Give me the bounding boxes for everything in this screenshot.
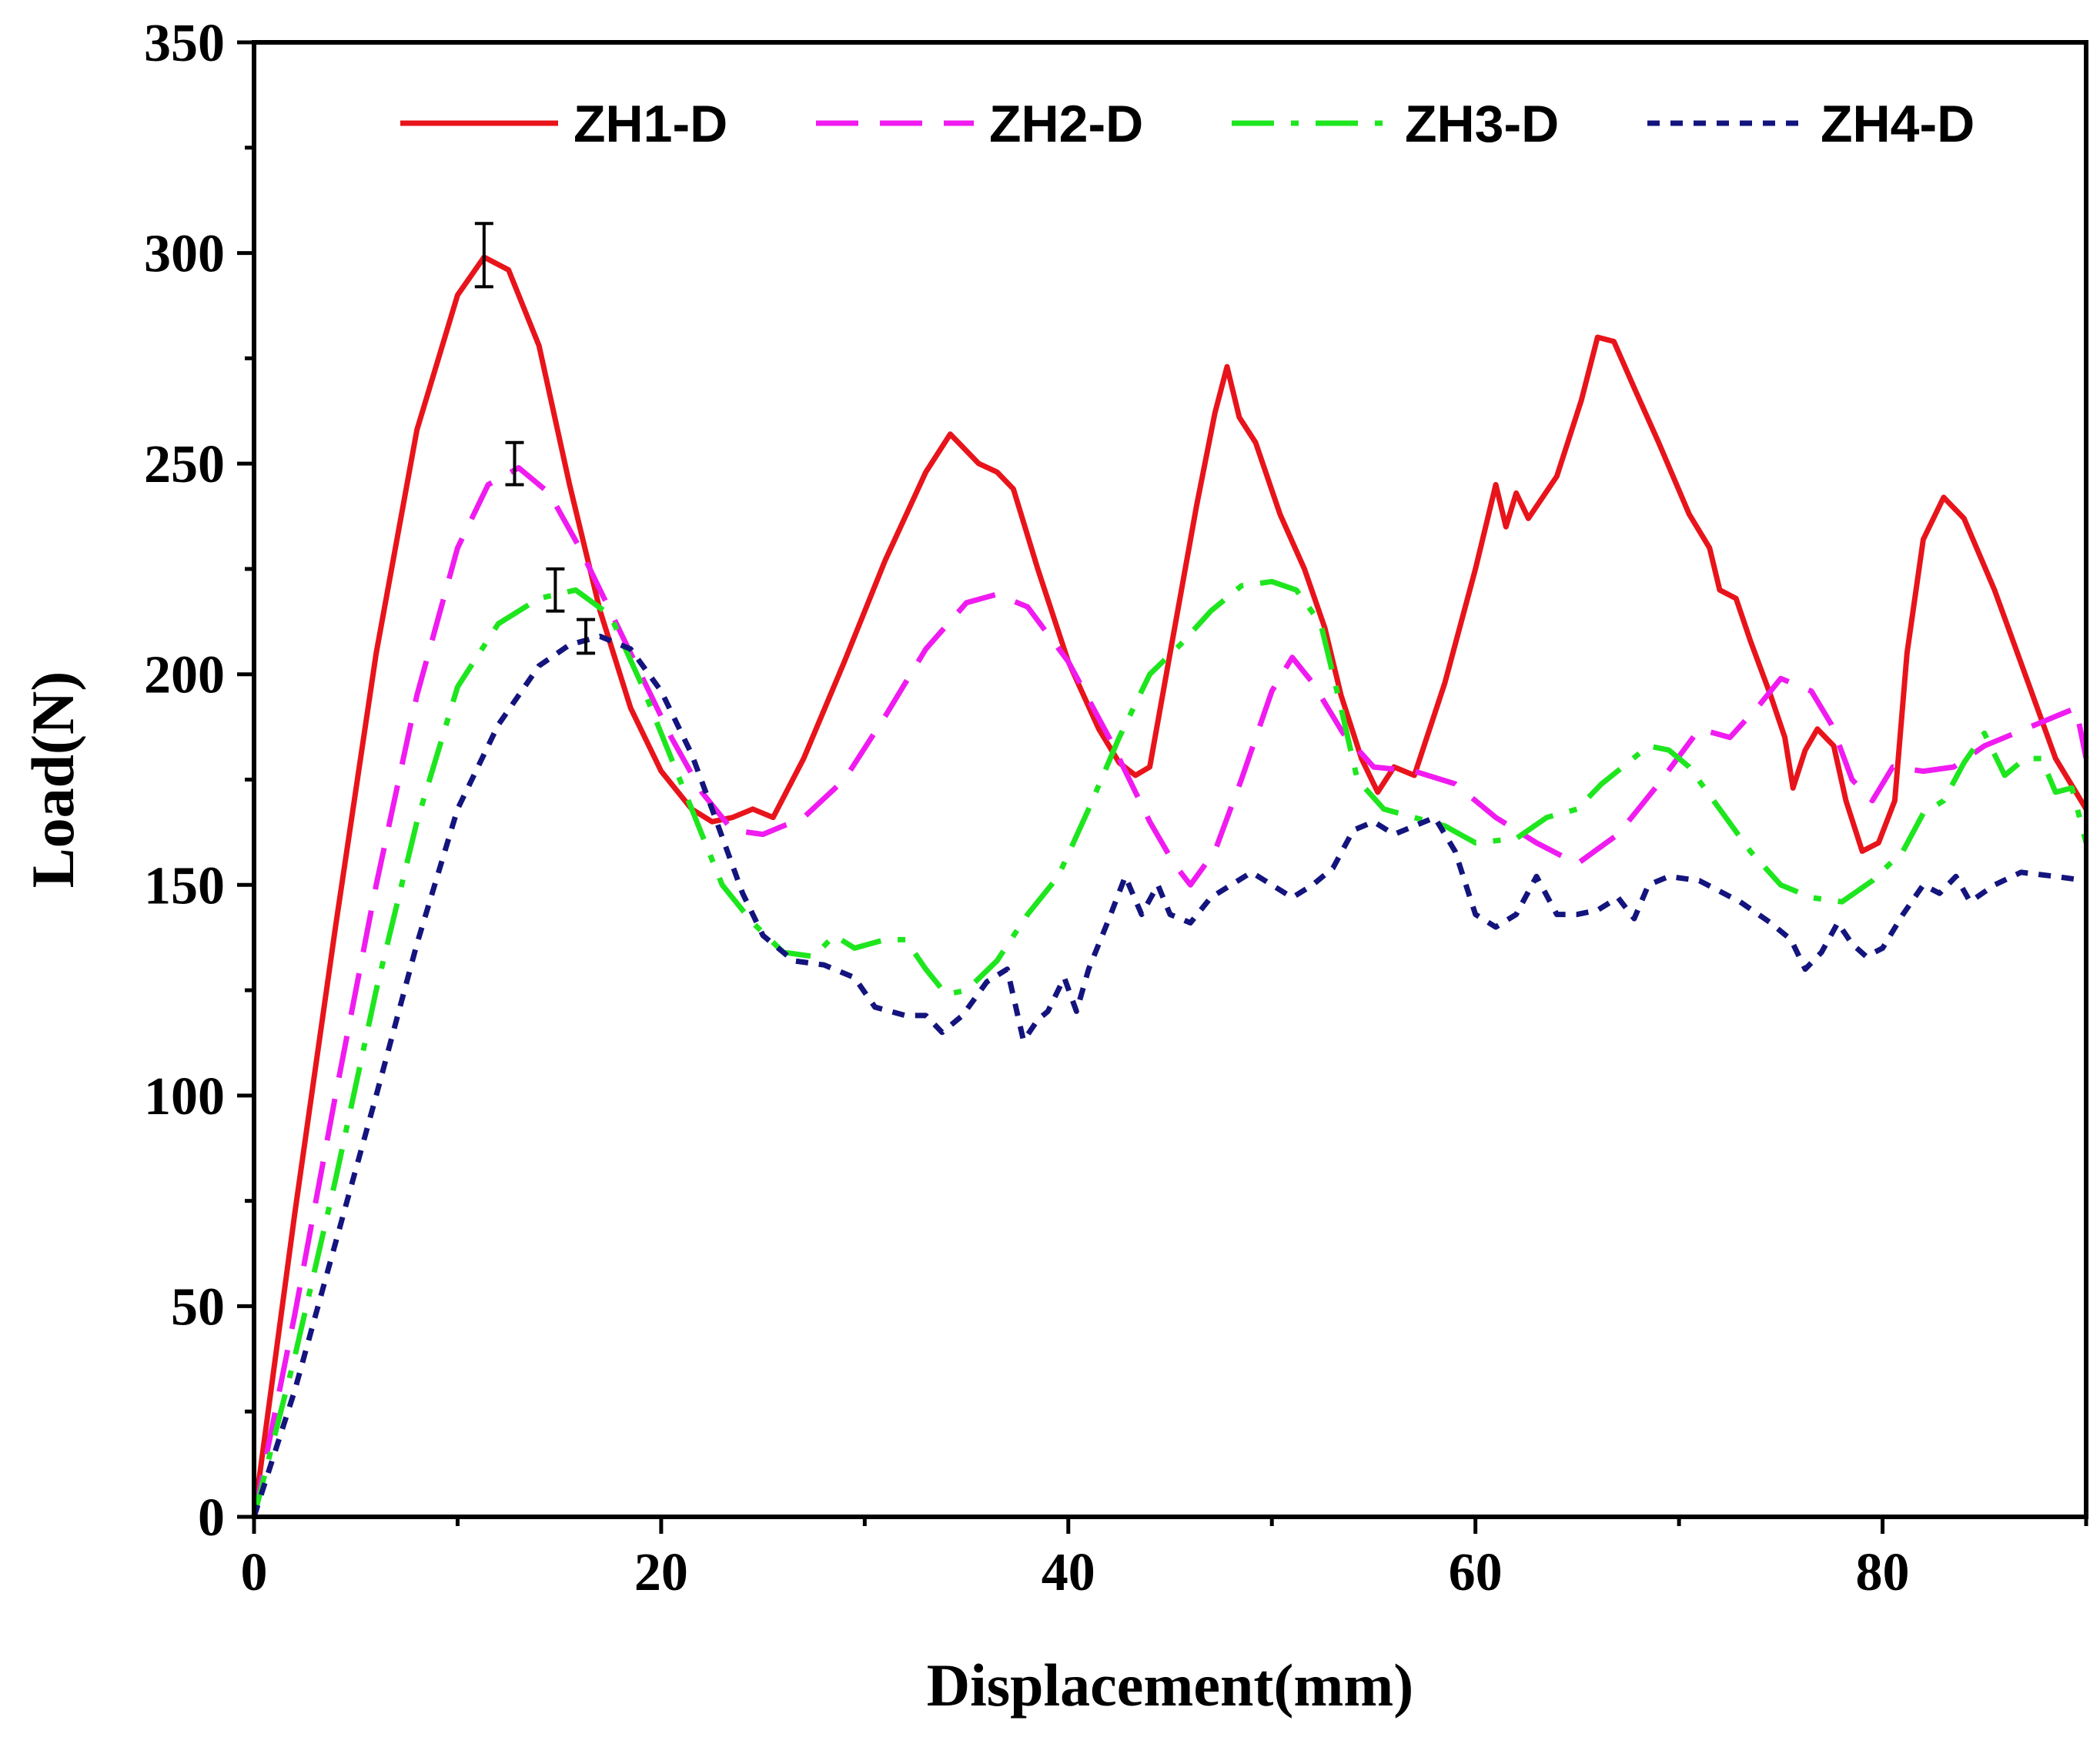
y-tick-label-350: 350 xyxy=(144,14,225,73)
x-tick-label-40: 40 xyxy=(1042,1543,1095,1602)
legend: ZH1-D ZH2-D ZH3-D ZH4-D xyxy=(400,95,1975,153)
legend-label-zh1-d: ZH1-D xyxy=(573,95,727,153)
axis-layer: 0 20 40 60 80 0 50 100 150 200 250 300 350 xyxy=(144,14,2088,1602)
legend-item-zh3-d: ZH3-D xyxy=(1232,95,1559,153)
x-tick-label-0: 0 xyxy=(241,1543,268,1602)
legend-item-zh2-d: ZH2-D xyxy=(816,95,1143,153)
legend-item-zh4-d: ZH4-D xyxy=(1647,95,1975,153)
x-tick-label-60: 60 xyxy=(1449,1543,1503,1602)
series-line-zh1-d xyxy=(251,254,2088,1518)
error-bar-zh2-d xyxy=(505,440,524,487)
legend-item-zh1-d: ZH1-D xyxy=(400,95,727,153)
y-tick-label-50: 50 xyxy=(171,1277,225,1337)
y-tick-label-250: 250 xyxy=(144,435,225,494)
x-axis-title: Displacement(mm) xyxy=(927,1652,1414,1719)
x-tick-label-20: 20 xyxy=(634,1543,688,1602)
series-line-zh2-d xyxy=(251,465,2089,1518)
legend-label-zh2-d: ZH2-D xyxy=(989,95,1143,153)
y-tick-label-150: 150 xyxy=(144,856,225,915)
x-tick-label-80: 80 xyxy=(1856,1543,1910,1602)
error-bar-zh4-d xyxy=(577,618,596,655)
error-bar-zh3-d xyxy=(546,567,565,613)
legend-label-zh3-d: ZH3-D xyxy=(1405,95,1559,153)
series-line-zh3-d xyxy=(251,578,2089,1518)
y-tick-label-300: 300 xyxy=(144,225,225,284)
error-bar-zh1-d xyxy=(474,222,493,289)
y-tick-label-0: 0 xyxy=(198,1488,225,1548)
y-tick-label-100: 100 xyxy=(144,1067,225,1126)
errorbar-layer xyxy=(474,222,596,655)
y-axis-title: Load(N) xyxy=(19,671,86,889)
legend-label-zh4-d: ZH4-D xyxy=(1821,95,1975,153)
series-layer xyxy=(251,254,2089,1518)
y-tick-label-200: 200 xyxy=(144,646,225,705)
